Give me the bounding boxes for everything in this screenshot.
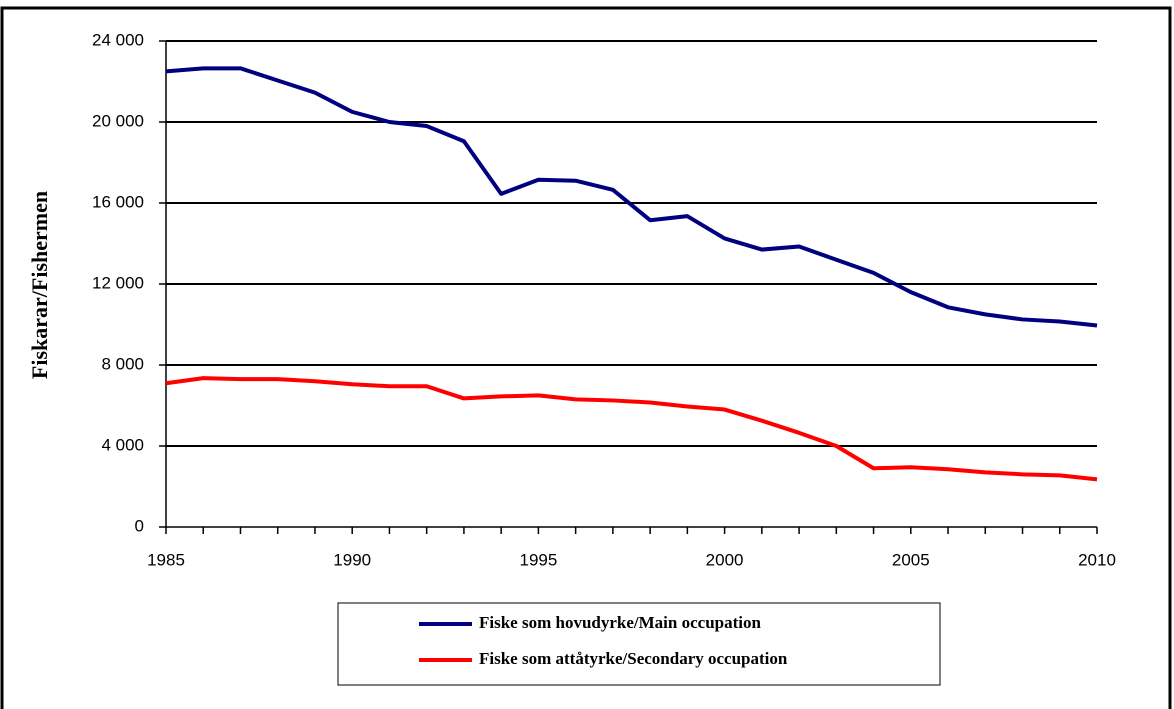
y-tick-label: 12 000: [92, 273, 144, 292]
y-tick-label: 16 000: [92, 192, 144, 211]
y-tick-label: 0: [135, 516, 144, 535]
y-tick-label: 20 000: [92, 111, 144, 130]
y-axis-label: Fiskarar/Fishermen: [27, 191, 52, 379]
legend-label: Fiske som hovudyrke/Main occupation: [479, 613, 761, 632]
legend-box: [337, 602, 941, 686]
data-line: [165, 66, 1098, 328]
y-tick-label: 24 000: [92, 30, 144, 49]
x-tick-label: 2000: [706, 550, 744, 569]
legend-label: Fiske som attåtyrke/Secondary occupation: [479, 649, 788, 668]
x-tick-label: 1995: [519, 550, 557, 569]
x-tick-label: 1990: [333, 550, 371, 569]
x-tick-label: 2005: [892, 550, 930, 569]
y-tick-label: 4 000: [101, 435, 144, 454]
x-tick-label: 2010: [1078, 550, 1116, 569]
chart-frame: [0, 6, 1172, 709]
y-tick-label: 8 000: [101, 354, 144, 373]
x-tick-label: 1985: [147, 550, 185, 569]
data-line: [165, 376, 1098, 482]
